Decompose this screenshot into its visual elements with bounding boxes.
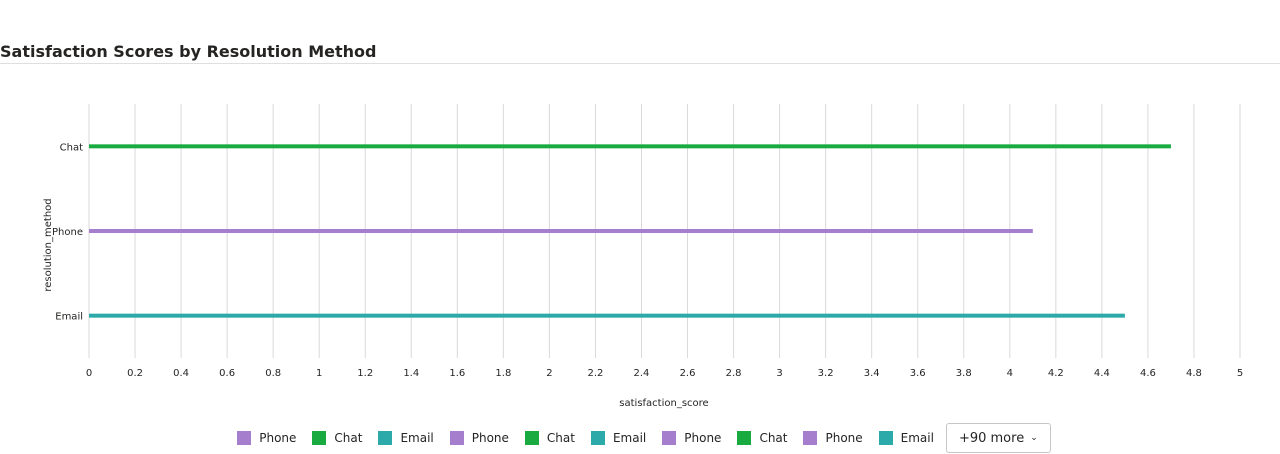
x-tick-label: 3.8 <box>956 368 972 379</box>
bar-email[interactable] <box>89 313 1125 318</box>
x-tick-label: 2.6 <box>680 368 696 379</box>
legend-item[interactable]: Phone <box>449 431 509 445</box>
legend-label: Phone <box>259 431 297 445</box>
legend-label: Email <box>900 431 934 445</box>
legend-swatch <box>590 431 605 445</box>
x-tick-label: 1 <box>316 368 322 379</box>
legend-label: Email <box>400 431 434 445</box>
legend-swatch <box>524 431 539 445</box>
legend-item[interactable]: Phone <box>662 431 721 445</box>
bars <box>89 144 1171 318</box>
y-axis-title: resolution_method <box>43 198 54 291</box>
legend-item[interactable]: Email <box>878 431 934 445</box>
x-tick-label: 0.8 <box>265 368 281 379</box>
legend-swatch <box>737 431 752 445</box>
x-tick-label: 2 <box>546 368 552 379</box>
legend-item[interactable]: Phone <box>237 431 296 445</box>
x-tick-label: 1.4 <box>403 368 419 379</box>
x-tick-label: 2.4 <box>634 368 650 379</box>
bar-phone[interactable] <box>89 229 1033 233</box>
legend-swatch <box>878 431 893 445</box>
chart-title: Satisfaction Scores by Resolution Method <box>0 42 377 61</box>
y-category-label: Phone <box>52 227 83 238</box>
y-category-label: Email <box>55 312 83 323</box>
x-tick-label: 1.2 <box>357 368 373 379</box>
legend-swatch <box>803 431 818 445</box>
x-tick-label: 5 <box>1237 368 1243 379</box>
x-tick-label: 4 <box>1007 368 1013 379</box>
x-tick-label: 1.6 <box>449 368 465 379</box>
legend-label: Chat <box>334 431 363 445</box>
legend-swatch <box>237 431 252 445</box>
legend-item[interactable]: Chat <box>524 431 575 445</box>
x-tick-label: 3.4 <box>864 368 880 379</box>
legend-swatch <box>662 431 677 445</box>
legend-swatch <box>312 431 327 445</box>
legend: Phone Chat Email Phone Chat Email Phone Chat Pho… <box>0 422 1280 454</box>
x-tick-label: 1.8 <box>495 368 511 379</box>
legend-swatch <box>449 431 464 445</box>
legend-label: Chat <box>546 431 575 445</box>
legend-item[interactable]: Email <box>378 431 434 445</box>
x-axis-title: satisfaction_score <box>619 398 708 409</box>
legend-item[interactable]: Chat <box>737 431 787 445</box>
x-tick-label: 2.8 <box>726 368 742 379</box>
x-tick-label: 0.2 <box>127 368 143 379</box>
legend-swatch <box>378 431 393 445</box>
legend-label: Email <box>612 431 647 445</box>
x-tick-label: 3 <box>776 368 782 379</box>
bar-chat[interactable] <box>89 144 1171 149</box>
legend-label: Chat <box>759 431 788 445</box>
legend-label: Phone <box>825 431 863 445</box>
legend-label: Phone <box>684 431 722 445</box>
x-tick-label: 0.4 <box>173 368 189 379</box>
legend-label: Phone <box>471 431 509 445</box>
x-tick-label: 3.6 <box>910 368 926 379</box>
y-category-label: Chat <box>60 142 83 153</box>
legend-item[interactable]: Phone <box>803 431 863 445</box>
y-axis-categories: Chat Phone Email <box>52 142 83 322</box>
bar-chart: 0 0.2 0.4 0.6 0.8 1 1.2 1.4 1.6 1.8 2 2.2 2.4 2.6 2.8 3… <box>43 104 1243 409</box>
x-tick-label: 0 <box>86 368 92 379</box>
legend-item[interactable]: Email <box>590 431 647 445</box>
chevron-down-icon: ⌄ <box>1030 433 1038 443</box>
legend-item[interactable]: Chat <box>312 431 362 445</box>
x-axis-ticks: 0 0.2 0.4 0.6 0.8 1 1.2 1.4 1.6 1.8 2 2.2 2.4 2.6 2.8 3… <box>86 368 1243 379</box>
title-divider <box>0 63 1280 64</box>
x-tick-label: 4.8 <box>1186 368 1202 379</box>
legend-more-button[interactable]: +90 more ⌄ <box>945 423 1051 453</box>
x-tick-label: 4.4 <box>1094 368 1110 379</box>
legend-more-label: +90 more <box>958 430 1025 446</box>
x-tick-label: 4.2 <box>1048 368 1064 379</box>
x-tick-label: 0.6 <box>219 368 235 379</box>
x-tick-label: 2.2 <box>587 368 603 379</box>
x-tick-label: 3.2 <box>818 368 834 379</box>
x-tick-label: 4.6 <box>1140 368 1156 379</box>
